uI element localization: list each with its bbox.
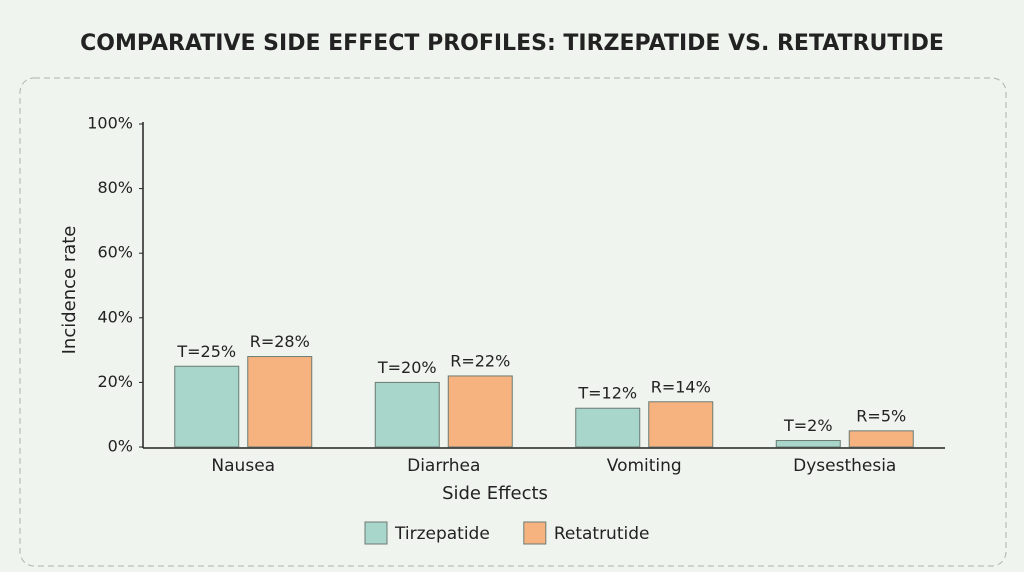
value-label: R=28%	[250, 332, 310, 351]
value-label: R=22%	[450, 351, 510, 370]
bar	[775, 440, 841, 448]
bar	[447, 375, 513, 448]
bar	[174, 365, 240, 448]
value-label: T=12%	[577, 384, 637, 403]
legend-swatch	[523, 521, 547, 545]
y-axis-label: Incidence rate	[59, 226, 80, 355]
bar	[374, 381, 440, 448]
x-tick-label: Nausea	[211, 456, 275, 476]
value-label: T=20%	[377, 358, 437, 377]
bar	[575, 407, 641, 448]
chart-title: COMPARATIVE SIDE EFFECT PROFILES: TIRZEP…	[80, 31, 944, 56]
frame	[19, 77, 1007, 567]
x-tick-label: Vomiting	[607, 456, 682, 476]
legend-label: Retatrutide	[554, 524, 650, 544]
legend-label: Tirzepatide	[394, 524, 490, 544]
bar	[247, 356, 313, 448]
value-label: R=14%	[651, 377, 711, 396]
y-tick-label: 20%	[97, 372, 133, 391]
legend-swatch	[364, 521, 388, 545]
y-tick-label: 60%	[97, 243, 133, 262]
y-tick-label: 80%	[97, 178, 133, 197]
value-label: R=5%	[856, 406, 906, 425]
y-tick-label: 40%	[97, 307, 133, 326]
value-label: T=2%	[783, 416, 833, 435]
bar	[648, 401, 714, 448]
value-label: T=25%	[176, 342, 236, 361]
y-tick-label: 100%	[87, 114, 133, 133]
y-tick-label: 0%	[108, 437, 133, 456]
x-axis-label: Side Effects	[442, 483, 548, 504]
bar	[848, 430, 914, 448]
x-tick-label: Dysesthesia	[793, 456, 896, 476]
x-tick-label: Diarrhea	[407, 456, 480, 476]
